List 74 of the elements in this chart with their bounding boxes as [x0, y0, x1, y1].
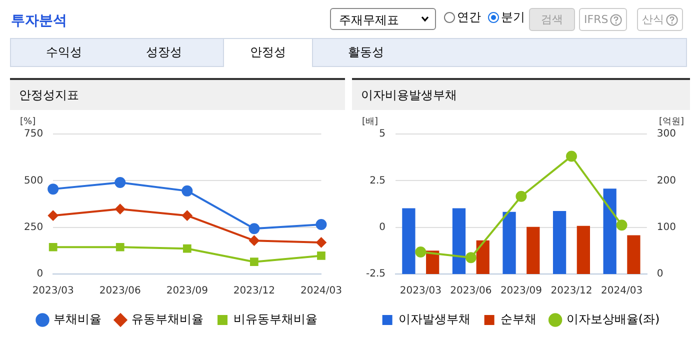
y-tick-label: 0	[36, 268, 44, 280]
x-tick-label: 2023/09	[500, 286, 542, 297]
point	[316, 219, 327, 230]
chart-title: 안정성지표	[10, 80, 345, 110]
point	[516, 190, 527, 202]
y-tick-label: 750	[24, 128, 44, 140]
text: 안정성	[223, 38, 313, 67]
text: 수익성	[45, 44, 83, 61]
point	[250, 258, 258, 266]
x-tick-label: 2023/12	[233, 286, 275, 297]
x-tick-label: 2023/03	[32, 286, 74, 297]
text: 산식	[637, 8, 683, 31]
point	[316, 237, 326, 248]
point	[48, 210, 58, 221]
legend-label: 이자보상배율(좌)	[566, 312, 660, 326]
x-tick-label: 2024/03	[601, 286, 643, 297]
x-tick-label: 2023/09	[166, 286, 208, 297]
bar	[476, 240, 490, 274]
y-tick-label: 2.5	[370, 175, 386, 186]
bar	[526, 226, 540, 274]
text: IFRS	[579, 8, 628, 31]
point	[116, 242, 124, 252]
y-tick-label: 500	[24, 175, 44, 186]
text: 주재무제표	[330, 8, 436, 30]
text: 분기	[501, 9, 525, 26]
y2-tick-label: 100	[656, 222, 676, 233]
text: 연간	[457, 9, 481, 26]
x-tick-label: 2024/03	[300, 286, 342, 297]
legend-label: 부채비율	[54, 312, 102, 326]
point	[415, 246, 426, 258]
chart-title: 이자비용발생부채	[352, 80, 690, 110]
bar	[502, 212, 516, 274]
y2-tick-label: 0	[656, 268, 664, 280]
point	[182, 244, 192, 253]
point	[248, 223, 260, 234]
point	[115, 204, 126, 214]
bar	[603, 188, 616, 274]
point	[616, 220, 628, 231]
point	[566, 150, 577, 162]
bar	[576, 226, 590, 274]
y-axis-title: [배]	[362, 116, 378, 127]
x-tick-label: 2023/06	[450, 286, 492, 297]
point	[114, 177, 126, 188]
y2-tick-label: 300	[656, 128, 676, 140]
legend-label: 이자발생부채	[398, 312, 470, 326]
point	[249, 236, 260, 246]
point	[48, 242, 58, 252]
legend-label: 유동부채비율	[132, 312, 204, 326]
bar	[552, 211, 566, 274]
x-tick-label: 2023/06	[99, 286, 141, 297]
point	[317, 252, 326, 260]
legend-label: 순부채	[500, 312, 536, 326]
point	[182, 210, 192, 221]
y2-axis-title: [억원]	[658, 116, 684, 127]
y-tick-label: 250	[24, 222, 44, 233]
y-tick-label: 0	[379, 222, 386, 233]
point	[182, 185, 193, 196]
y2-tick-label: 200	[656, 175, 676, 186]
y-tick-label: 5	[379, 128, 386, 140]
text: 성장성	[145, 44, 183, 61]
bar	[627, 235, 640, 274]
bar	[452, 208, 466, 274]
x-tick-label: 2023/03	[400, 286, 442, 297]
text: 투자분석	[11, 12, 67, 30]
text: 활동성	[347, 44, 385, 61]
bar	[426, 250, 440, 274]
text: 검색	[529, 8, 575, 31]
legend-label: 비유동부채비율	[234, 312, 318, 326]
point	[48, 184, 59, 195]
bar	[402, 208, 416, 274]
y-tick-label: -2.5	[366, 268, 386, 280]
x-tick-label: 2023/12	[550, 286, 592, 297]
y-axis-title: [%]	[20, 116, 36, 127]
point	[465, 252, 476, 264]
